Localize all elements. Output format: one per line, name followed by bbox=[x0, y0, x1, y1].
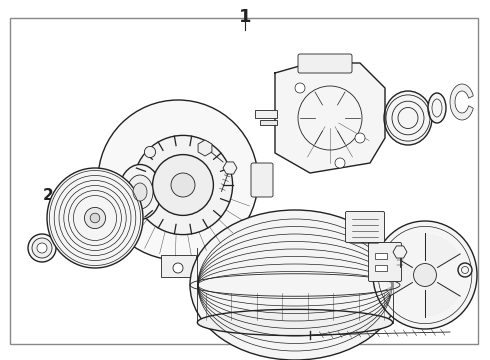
Bar bbox=[375, 265, 387, 271]
Bar bbox=[375, 253, 387, 259]
Circle shape bbox=[171, 173, 195, 197]
Circle shape bbox=[98, 100, 258, 260]
Circle shape bbox=[145, 147, 156, 158]
Bar bbox=[260, 120, 277, 125]
FancyBboxPatch shape bbox=[251, 163, 273, 197]
Polygon shape bbox=[425, 234, 459, 275]
Circle shape bbox=[84, 207, 105, 229]
Circle shape bbox=[152, 154, 214, 215]
Ellipse shape bbox=[119, 165, 161, 220]
Text: 2: 2 bbox=[43, 188, 53, 202]
Circle shape bbox=[133, 135, 233, 235]
FancyBboxPatch shape bbox=[368, 243, 401, 282]
Circle shape bbox=[335, 158, 345, 168]
Ellipse shape bbox=[47, 168, 143, 268]
Circle shape bbox=[355, 133, 365, 143]
Ellipse shape bbox=[373, 221, 477, 329]
FancyBboxPatch shape bbox=[298, 54, 352, 73]
Polygon shape bbox=[275, 63, 385, 173]
Circle shape bbox=[90, 213, 100, 223]
FancyBboxPatch shape bbox=[345, 211, 385, 243]
Ellipse shape bbox=[37, 243, 47, 253]
Circle shape bbox=[414, 264, 437, 287]
Bar bbox=[255, 110, 277, 118]
Ellipse shape bbox=[384, 91, 432, 145]
Ellipse shape bbox=[127, 175, 153, 209]
Polygon shape bbox=[386, 255, 425, 295]
Ellipse shape bbox=[28, 234, 56, 262]
Text: 1: 1 bbox=[239, 8, 251, 26]
Ellipse shape bbox=[458, 263, 472, 277]
Ellipse shape bbox=[32, 238, 52, 258]
Ellipse shape bbox=[133, 183, 147, 201]
Circle shape bbox=[295, 83, 305, 93]
Circle shape bbox=[173, 263, 183, 273]
Ellipse shape bbox=[197, 309, 392, 336]
Polygon shape bbox=[450, 84, 473, 120]
Bar bbox=[161, 255, 196, 277]
Ellipse shape bbox=[428, 93, 446, 123]
Ellipse shape bbox=[190, 210, 400, 360]
Polygon shape bbox=[425, 275, 459, 315]
